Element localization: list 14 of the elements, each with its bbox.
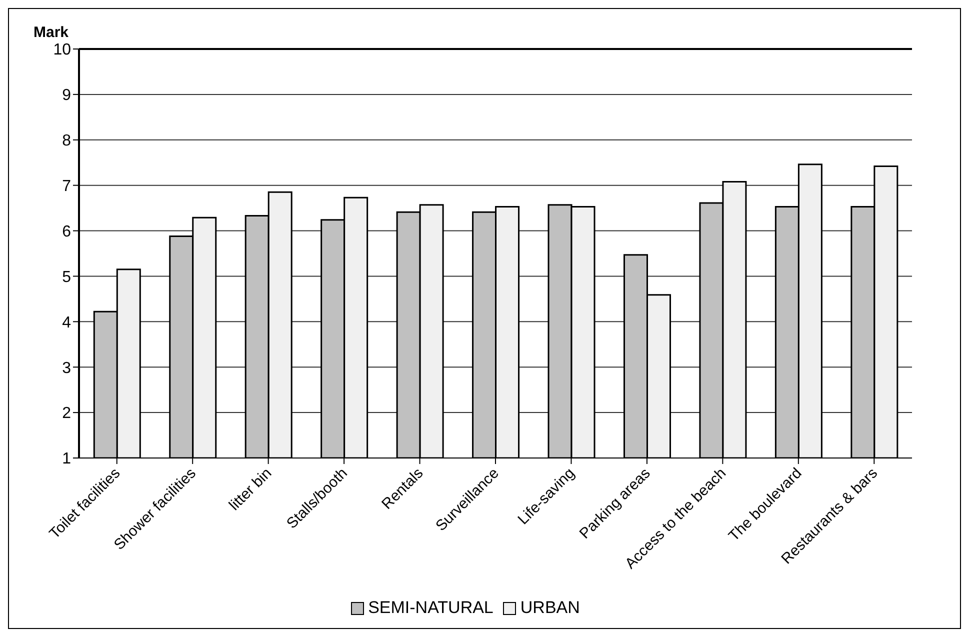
y-tick-label: 4 [62, 314, 72, 332]
y-tick-label: 1 [62, 450, 72, 468]
x-tick-label: litter bin [226, 464, 276, 514]
y-tick-label: 10 [53, 42, 72, 59]
y-tick-label: 6 [62, 223, 72, 240]
y-tick-label: 8 [62, 132, 72, 150]
y-axis-title: Mark [33, 24, 70, 41]
y-tick-label: 7 [62, 178, 72, 196]
legend-label: URBAN [520, 598, 580, 618]
y-tick-label: 5 [62, 268, 72, 286]
y-tick-label: 9 [62, 87, 72, 104]
legend-label: SEMI-NATURAL [368, 598, 494, 618]
y-tick-label: 3 [62, 360, 72, 377]
y-tick-label: 2 [62, 405, 72, 422]
